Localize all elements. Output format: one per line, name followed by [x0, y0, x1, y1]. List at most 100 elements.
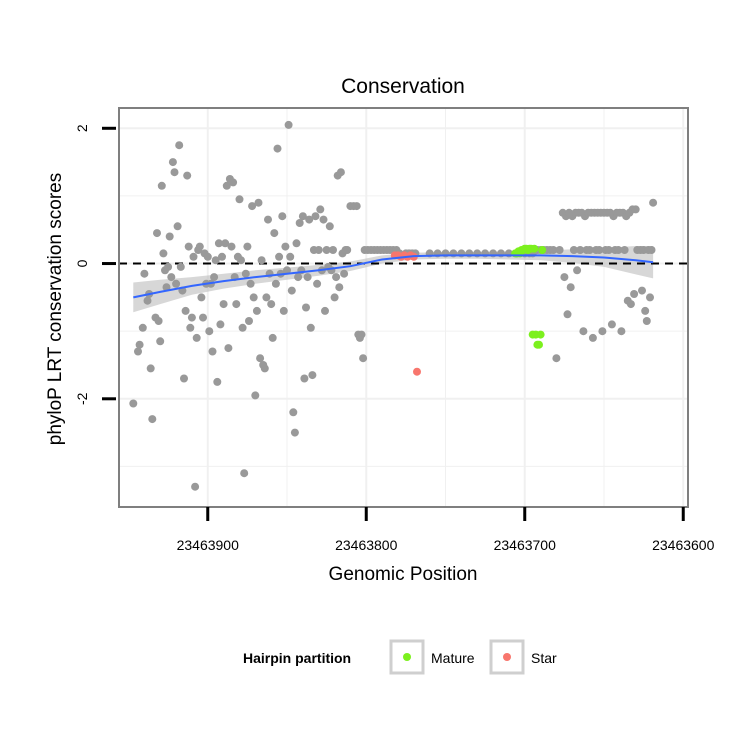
point-other: [221, 239, 230, 248]
point-other: [649, 198, 658, 207]
point-other: [314, 246, 323, 254]
legend-key-mature: [403, 653, 411, 661]
point-other: [336, 168, 345, 177]
point-other: [251, 391, 260, 400]
point-other: [286, 252, 295, 261]
point-other: [566, 283, 575, 292]
point-other: [237, 256, 245, 265]
point-other: [560, 273, 569, 282]
point-other: [210, 273, 219, 282]
point-other: [168, 158, 177, 167]
point-other: [262, 293, 271, 302]
point-other: [549, 246, 558, 254]
point-other: [306, 323, 315, 332]
x-tick-label: 23463700: [494, 537, 557, 553]
x-axis-title: Genomic Position: [329, 564, 478, 585]
point-mature: [536, 330, 545, 339]
point-other: [229, 178, 238, 187]
point-other: [148, 415, 157, 424]
point-other: [159, 249, 168, 258]
point-other: [340, 269, 349, 278]
y-tick-label: -2: [74, 392, 90, 405]
point-other: [287, 286, 296, 295]
point-other: [357, 330, 366, 339]
point-other: [134, 347, 142, 356]
point-other: [641, 306, 650, 315]
point-other: [630, 290, 639, 298]
x-tick-label: 23463800: [335, 537, 398, 553]
point-other: [335, 283, 344, 292]
point-other: [614, 246, 623, 254]
point-other: [321, 306, 329, 315]
point-other: [153, 229, 161, 238]
point-other: [208, 347, 217, 356]
x-tick-label: 23463900: [177, 537, 240, 553]
point-other: [157, 181, 166, 190]
point-other: [289, 408, 298, 417]
point-other: [192, 333, 201, 342]
point-other: [218, 252, 226, 261]
point-other: [298, 212, 307, 221]
y-axis-title: phyloP LRT conservation scores: [45, 173, 66, 446]
point-other: [279, 306, 288, 315]
point-other: [183, 171, 192, 180]
point-other: [176, 262, 185, 271]
point-other: [595, 246, 604, 254]
point-other: [186, 323, 195, 332]
point-other: [555, 246, 564, 254]
point-other: [140, 269, 149, 278]
point-other: [308, 371, 317, 380]
point-other: [205, 327, 214, 336]
point-other: [235, 195, 244, 204]
point-other: [284, 120, 293, 129]
point-other: [325, 222, 334, 231]
point-other: [129, 399, 138, 408]
point-other: [598, 327, 607, 336]
point-mature: [538, 246, 547, 254]
point-other: [187, 313, 196, 322]
point-other: [241, 269, 250, 278]
point-other: [219, 300, 228, 309]
point-other: [294, 273, 303, 282]
point-other: [352, 202, 361, 211]
point-other: [303, 273, 312, 282]
y-tick-label: 2: [74, 124, 90, 132]
point-mature: [535, 340, 543, 349]
smooth-curve: [133, 254, 654, 299]
point-other: [268, 333, 277, 342]
point-other: [305, 215, 314, 224]
point-other: [214, 239, 223, 248]
point-other: [311, 212, 320, 221]
legend-label-mature: Mature: [431, 650, 475, 666]
point-other: [238, 323, 247, 332]
point-other: [329, 246, 337, 254]
point-other: [343, 246, 352, 254]
point-other: [248, 202, 257, 211]
point-other: [642, 317, 651, 325]
point-other: [302, 303, 310, 312]
point-other: [292, 239, 301, 248]
point-other: [278, 212, 287, 221]
point-other: [257, 256, 266, 265]
point-other: [197, 293, 206, 302]
point-other: [172, 279, 181, 288]
point-other: [164, 262, 173, 271]
point-other: [138, 323, 147, 332]
point-other: [254, 198, 263, 207]
point-other: [330, 293, 339, 302]
point-other: [245, 317, 253, 325]
point-other: [295, 219, 304, 227]
point-star: [413, 367, 421, 376]
point-other: [232, 300, 241, 309]
point-other: [316, 205, 325, 214]
point-other: [313, 279, 322, 288]
point-other: [264, 215, 272, 224]
point-other: [579, 327, 588, 336]
point-other: [146, 364, 155, 373]
point-other: [227, 242, 236, 251]
point-other: [240, 469, 249, 478]
point-other: [246, 279, 255, 288]
point-other: [224, 344, 233, 353]
legend: Hairpin partition Mature Star: [243, 639, 557, 675]
